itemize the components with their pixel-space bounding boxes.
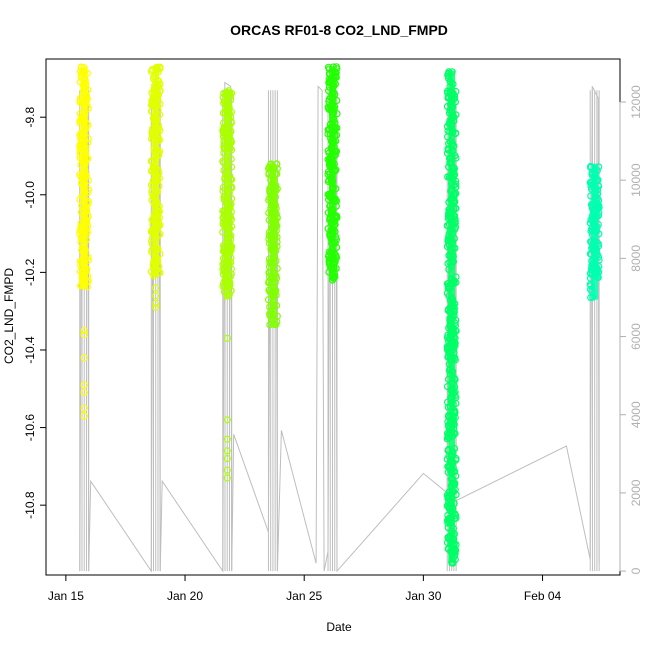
y2-tick-label: 10000 bbox=[629, 163, 643, 197]
y-tick-label: -10.4 bbox=[23, 336, 37, 364]
outlier-point bbox=[80, 354, 88, 362]
flight-band-2 bbox=[152, 66, 160, 277]
outlier-point bbox=[80, 389, 88, 397]
x-axis-label: Date bbox=[326, 620, 352, 634]
co2-points bbox=[76, 63, 603, 567]
outlier-point bbox=[223, 466, 231, 474]
x-tick-label: Jan 15 bbox=[48, 589, 84, 603]
x-axis: Jan 15 Jan 20 Jan 25 Jan 30 Feb 04 bbox=[48, 574, 562, 603]
flight-points-3 bbox=[219, 87, 236, 482]
y-tick-label: -10.0 bbox=[23, 181, 37, 209]
outlier-point bbox=[80, 381, 88, 389]
x-tick-label: Jan 20 bbox=[167, 589, 203, 603]
y2-tick-label: 4000 bbox=[629, 401, 643, 428]
flight-points-6 bbox=[443, 68, 460, 567]
flight-points-4 bbox=[264, 160, 281, 329]
y-tick-label: -10.6 bbox=[23, 414, 37, 442]
x-tick-label: Feb 04 bbox=[524, 589, 562, 603]
flight-points-5 bbox=[324, 63, 341, 284]
outlier-point bbox=[328, 253, 337, 261]
outlier-point bbox=[223, 416, 231, 424]
outlier-point bbox=[80, 404, 88, 412]
outlier-point bbox=[152, 303, 160, 311]
y2-tick-label: 2000 bbox=[629, 479, 643, 506]
x-tick-label: Jan 30 bbox=[405, 589, 441, 603]
chart-title: ORCAS RF01-8 CO2_LND_FMPD bbox=[230, 22, 448, 38]
outlier-point bbox=[152, 299, 160, 307]
outlier-point bbox=[80, 327, 88, 335]
x-tick-label: Jan 25 bbox=[286, 589, 322, 603]
flight-band-1 bbox=[80, 66, 88, 288]
y-tick-label: -10.2 bbox=[23, 258, 37, 286]
outlier-point bbox=[328, 276, 337, 284]
outlier-point bbox=[80, 412, 88, 420]
outlier-point bbox=[152, 292, 160, 300]
y2-tick-label: 0 bbox=[629, 567, 643, 574]
flight-band-3 bbox=[223, 90, 231, 300]
outlier-point bbox=[223, 455, 231, 463]
flight-points-2 bbox=[147, 63, 164, 311]
y-axis-right: 0 2000 4000 6000 8000 10000 12000 bbox=[619, 85, 643, 574]
outlier-point bbox=[223, 334, 231, 342]
flight-band-7 bbox=[591, 163, 599, 300]
flight-band-5 bbox=[329, 66, 336, 281]
outlier-point bbox=[152, 284, 160, 292]
y-axis-left: -9.8 -10.0 -10.2 -10.4 -10.6 -10.8 bbox=[23, 107, 47, 519]
flight-band-4 bbox=[269, 163, 277, 327]
outlier-point bbox=[80, 330, 88, 339]
y2-tick-label: 12000 bbox=[629, 85, 643, 119]
flight-band-6 bbox=[448, 70, 456, 564]
outlier-point bbox=[223, 435, 231, 443]
y-axis-label: CO2_LND_FMPD bbox=[2, 268, 16, 364]
y-tick-label: -9.8 bbox=[23, 107, 37, 128]
y2-tick-label: 6000 bbox=[629, 323, 643, 350]
y2-tick-label: 8000 bbox=[629, 245, 643, 272]
flight-points-1 bbox=[76, 63, 93, 420]
flight-points-7 bbox=[586, 162, 603, 302]
outlier-point bbox=[223, 447, 231, 455]
outlier-point bbox=[223, 474, 231, 482]
y-tick-label: -10.8 bbox=[23, 491, 37, 519]
